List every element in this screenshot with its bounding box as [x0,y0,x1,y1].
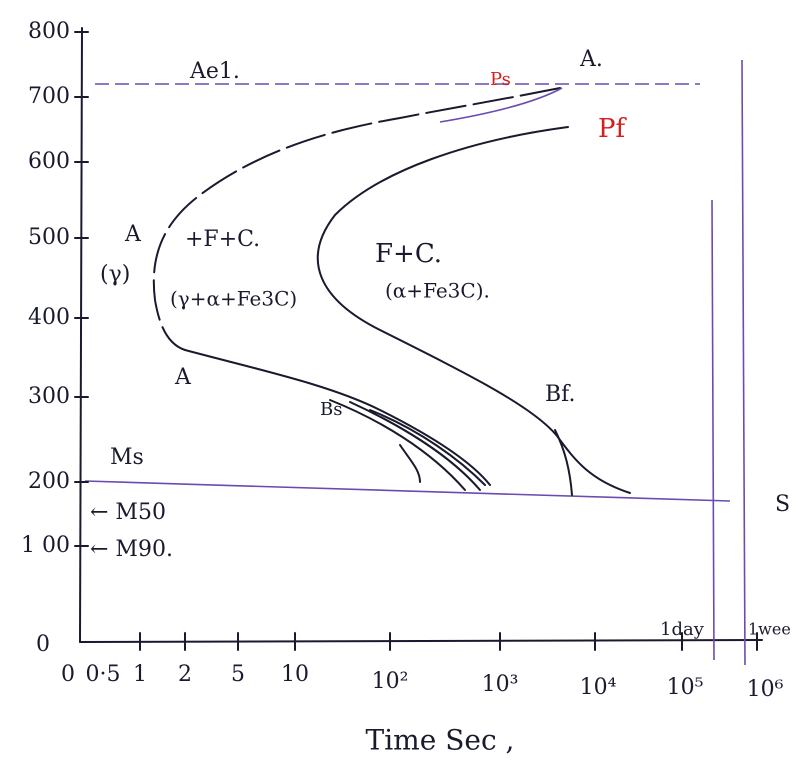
y-tick-label: 800 [28,19,70,44]
y-tick-label: 0 [36,632,50,657]
x-axis-title: Time Sec , [366,724,515,757]
y-tick-label: 400 [28,305,70,330]
y-tick-label: 200 [28,469,70,494]
y-tick-label: 500 [28,225,70,250]
ms-label: Ms [110,445,144,470]
week-label: 1wee [748,620,791,639]
region-mix: (γ+α+Fe3C) [170,287,297,311]
ms-line [85,481,730,501]
ae1-label: Ae1. [189,59,240,84]
region-fc-upper: +F+C. [185,227,260,252]
x-tick-label: 1 [133,662,147,687]
x-tick-label: 10² [372,669,409,694]
bs-label: Bs [320,399,342,420]
ttt-diagram: 800 700 600 500 400 300 200 1 00 0 0 0·5… [0,0,795,760]
day-line [712,200,714,660]
x-tick-label: 10³ [482,672,519,697]
x-tick-labels: 0 0·5 1 2 5 10 10² 10³ 10⁴ 10⁵ 10⁶ [61,662,784,702]
x-axis [80,640,762,642]
bf-curve [555,430,572,495]
start-curve [154,88,560,350]
y-tick-label: 300 [28,384,70,409]
x-tick-label: 10 [281,662,309,687]
x-tick-label: 5 [231,662,245,687]
x-tick-label: 10⁶ [747,677,784,702]
m50-label: ← M50 [90,500,166,525]
week-line [742,60,745,665]
y-tick-label: 700 [28,84,70,109]
ps-curve [440,88,562,122]
x-tick-label: 10⁴ [580,675,617,700]
day-label: 1day [660,619,705,640]
x-tick-label: 0 [61,662,75,687]
y-tick-label: 600 [28,149,70,174]
x-tick-label: 10⁵ [667,675,704,700]
pf-label: Pf [598,114,627,144]
bainite-curves [330,400,485,490]
m90-label: ← M90. [90,537,173,562]
y-tick-labels: 800 700 600 500 400 300 200 1 00 0 [21,19,70,657]
finish-curve [318,127,630,493]
x-tick-label: 2 [178,662,192,687]
a-left-label: A [124,222,142,247]
s-label: S [775,492,790,517]
a-top-label: A. [579,47,603,72]
y-axis [80,28,82,642]
y-tick-label: 1 00 [21,533,70,558]
x-tick-label: 0·5 [86,662,121,687]
a-lower-label: A [174,365,192,390]
gamma-label: (γ) [100,262,130,287]
ps-label: Ps [490,69,511,90]
region-alpha: (α+Fe3C). [385,279,490,303]
region-fc: F+C. [375,239,442,269]
bf-label: Bf. [545,382,576,407]
